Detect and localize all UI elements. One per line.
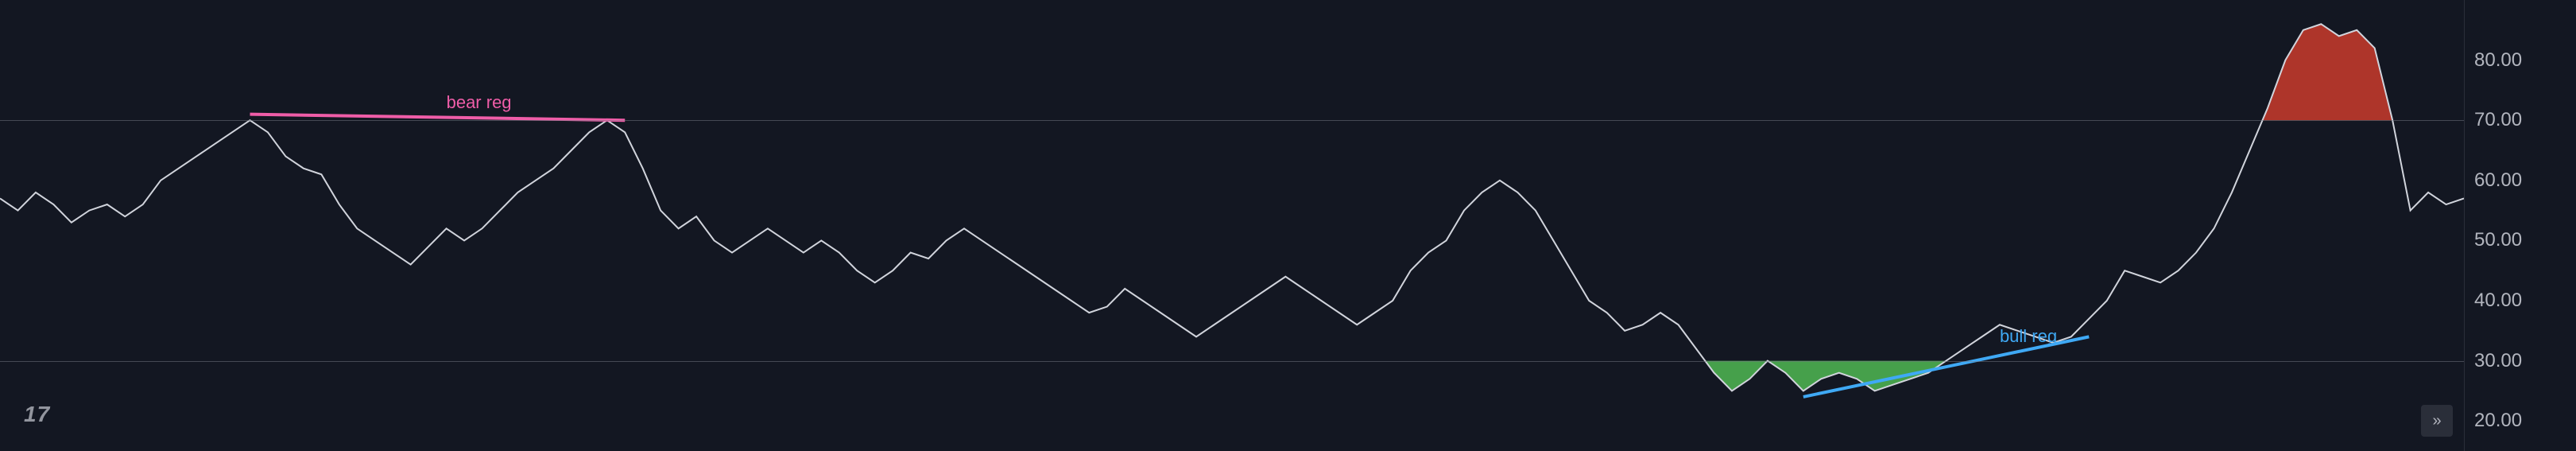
bear-divergence-line (250, 115, 625, 121)
expand-button[interactable]: » (2421, 405, 2453, 437)
bear-divergence-label: bear reg (447, 92, 512, 113)
y-tick-label: 50.00 (2474, 229, 2522, 251)
y-tick-label: 80.00 (2474, 49, 2522, 72)
y-tick-label: 60.00 (2474, 169, 2522, 192)
rsi-chart-panel: bear reg bull reg 20.00 30.00 40.00 50.00 60.… (0, 0, 2576, 451)
bull-divergence-label: bull reg (2000, 326, 2057, 347)
rsi-line (0, 24, 2464, 391)
y-axis: 20.00 30.00 40.00 50.00 60.00 70.00 80.00 (2464, 0, 2576, 451)
tradingview-logo: 17 (24, 402, 50, 427)
threshold-line (0, 120, 2464, 121)
plot-area[interactable]: bear reg bull reg (0, 0, 2464, 451)
y-tick-label: 40.00 (2474, 290, 2522, 312)
oversold-fill (1705, 361, 1768, 391)
overbought-fill (2262, 24, 2392, 120)
y-tick-label: 70.00 (2474, 109, 2522, 131)
y-tick-label: 30.00 (2474, 350, 2522, 372)
chart-svg (0, 0, 2464, 451)
y-tick-label: 20.00 (2474, 410, 2522, 432)
threshold-line (0, 361, 2464, 362)
